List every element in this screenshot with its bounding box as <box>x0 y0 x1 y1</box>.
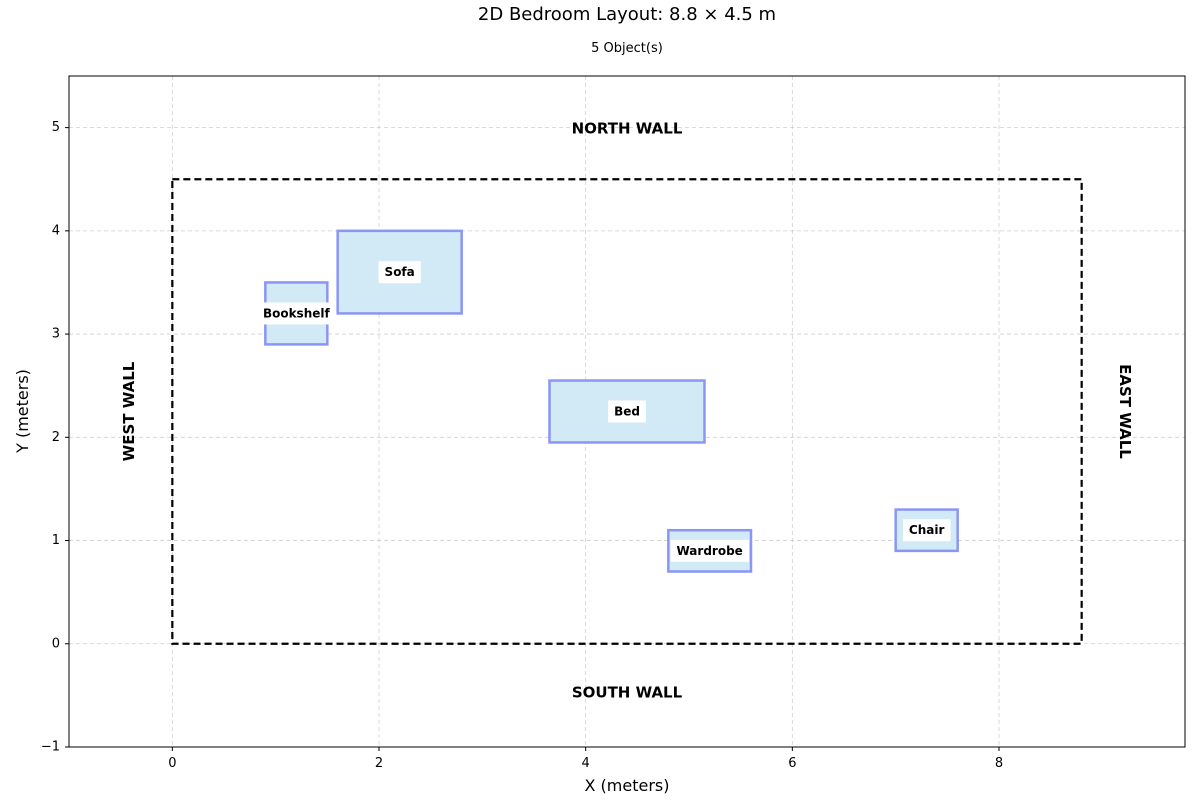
chart-title: 2D Bedroom Layout: 8.8 × 4.5 m <box>478 4 776 25</box>
y-tick-label: 1 <box>52 533 60 548</box>
y-tick-label: 4 <box>52 223 60 238</box>
y-tick-label: −1 <box>41 740 60 755</box>
object-label: Bookshelf <box>263 306 331 320</box>
x-tick-label: 8 <box>995 756 1003 771</box>
object-label: Bed <box>614 405 640 419</box>
object-label: Sofa <box>385 265 415 279</box>
plot-frame <box>68 75 1186 748</box>
object-chair: Chair <box>894 508 959 553</box>
south-wall-label: SOUTH WALL <box>572 683 683 701</box>
object-label: Chair <box>909 523 945 537</box>
y-tick-label: 5 <box>52 120 60 135</box>
object-wardrobe: Wardrobe <box>667 528 753 573</box>
west-wall-label: WEST WALL <box>120 361 138 461</box>
object-label-bg <box>670 539 749 562</box>
object-bed: Bed <box>548 379 706 444</box>
x-axis-label: X (meters) <box>585 776 670 795</box>
object-label: Wardrobe <box>677 544 743 558</box>
y-tick-label: 3 <box>52 327 60 342</box>
y-tick-label: 0 <box>52 636 60 651</box>
x-tick-label: 0 <box>168 756 176 771</box>
y-axis-label: Y (meters) <box>13 369 32 454</box>
x-tick-label: 4 <box>582 756 590 771</box>
x-tick-label: 6 <box>788 756 796 771</box>
object-bookshelf: Bookshelf <box>256 281 337 346</box>
object-label-bg <box>256 302 337 325</box>
chart-subtitle: 5 Object(s) <box>591 41 663 56</box>
room-layer <box>171 178 1083 645</box>
object-label-bg <box>902 519 951 542</box>
x-tick-label: 2 <box>375 756 383 771</box>
axis-ticks: 0 2 4 6 8 −1 0 1 2 3 4 5 <box>41 120 1003 771</box>
objects-layer: Bed Wardrobe Chair Bookshelf Sofa <box>256 229 959 573</box>
object-label-bg <box>608 400 646 423</box>
north-wall-label: NORTH WALL <box>572 120 683 138</box>
east-wall-label: EAST WALL <box>1116 364 1134 459</box>
room-outline <box>171 178 1083 645</box>
y-tick-label: 2 <box>52 430 60 445</box>
object-sofa: Sofa <box>336 229 463 315</box>
object-label-bg <box>378 261 421 284</box>
